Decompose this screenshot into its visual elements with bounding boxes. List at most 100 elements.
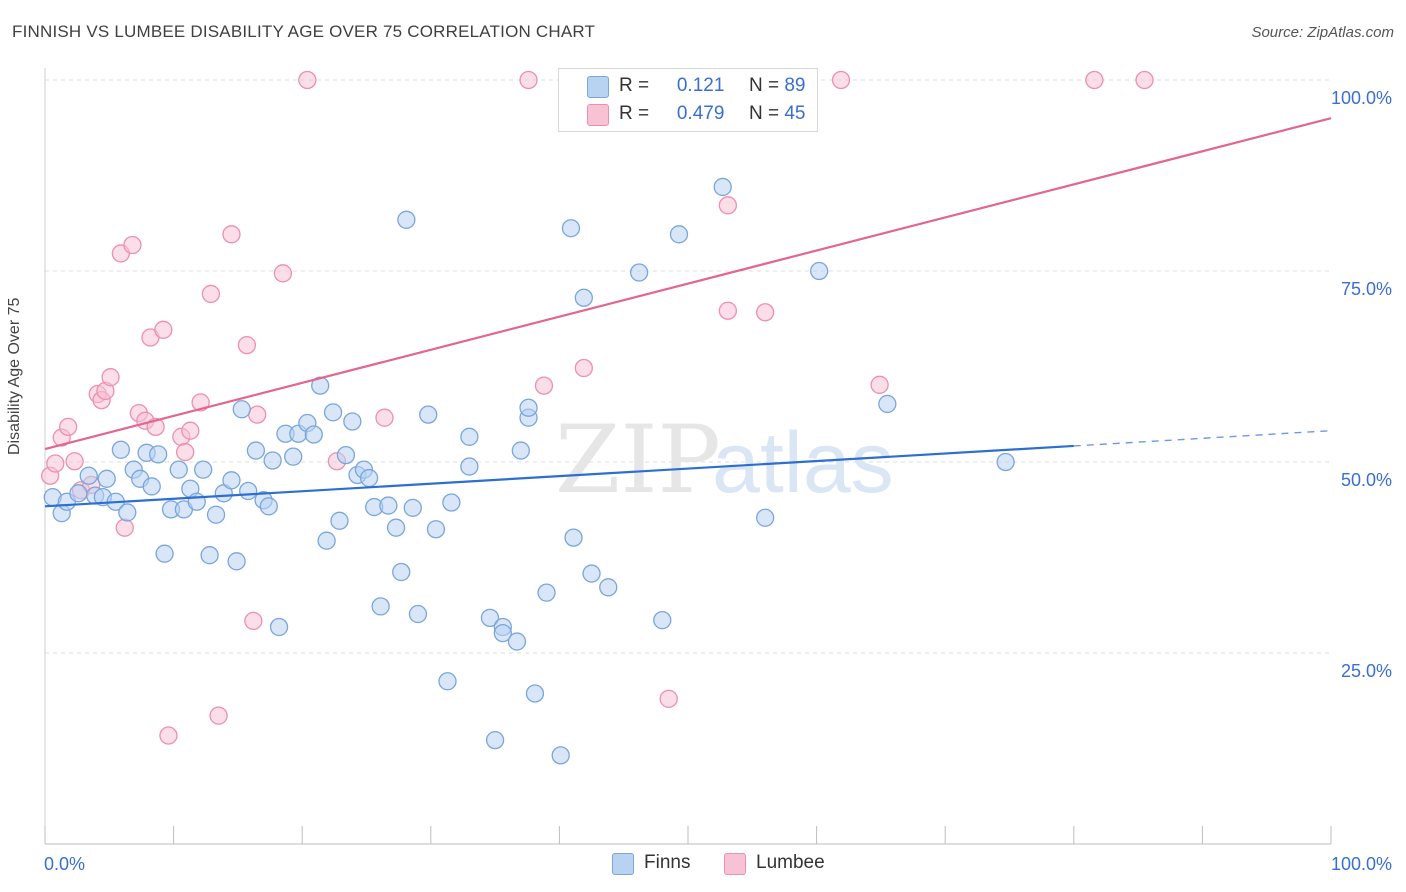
finns-point — [259, 497, 278, 516]
finns-point — [392, 562, 411, 582]
x-tick-label-min: 0.0% — [44, 854, 85, 874]
lumbee-point — [65, 452, 84, 471]
finns-point — [810, 261, 829, 281]
finns-point — [996, 452, 1015, 472]
finns-legend-swatch — [612, 853, 634, 875]
finns-swatch — [587, 76, 609, 98]
finns-r-label: R = — [619, 75, 650, 96]
lumbee-point — [248, 405, 267, 424]
lumbee-point — [1135, 70, 1154, 90]
lumbee-point — [115, 518, 134, 537]
y-tick-label: 100.0% — [1331, 88, 1392, 108]
finns-point — [169, 460, 188, 479]
y-tick-label: 50.0% — [1341, 470, 1392, 490]
finns-point — [69, 484, 88, 503]
finns-point — [149, 445, 168, 464]
lumbee-point — [159, 726, 178, 745]
finns-point — [397, 210, 416, 229]
finns-point — [669, 225, 689, 244]
finns-point — [200, 546, 219, 565]
finns-point — [336, 445, 356, 465]
finns-point — [187, 492, 206, 511]
finns-point — [426, 520, 446, 539]
chart-title: FINNISH VS LUMBEE DISABILITY AGE OVER 75… — [12, 22, 596, 41]
lumbee-point — [237, 335, 257, 355]
axes — [44, 68, 1332, 845]
finns-point — [227, 552, 246, 571]
finns-point — [511, 441, 530, 460]
finns-trend-extension — [1073, 429, 1332, 447]
finns-point — [713, 177, 732, 197]
lumbee-point — [46, 454, 65, 473]
finns-point — [408, 604, 428, 624]
lumbee-swatch — [587, 104, 609, 126]
lumbee-legend-label: Lumbee — [756, 852, 825, 873]
finns-legend-label: Finns — [644, 852, 691, 873]
stats-legend: R = 0.121 N = 89 R = 0.479 N = 45 — [558, 68, 818, 132]
finns-point — [343, 412, 362, 431]
finns-point — [878, 394, 897, 414]
lumbee-point — [181, 421, 200, 440]
finns-point — [460, 427, 479, 446]
finns-trend-line — [44, 444, 1074, 508]
lumbee-point — [201, 284, 221, 304]
finns-point — [323, 403, 343, 422]
lumbee-trend-line — [44, 117, 1332, 451]
tick-labels: 25.0% 50.0% 75.0% 100.0% 0.0% 100.0% — [44, 88, 1392, 874]
x-tick-label-max: 100.0% — [1331, 854, 1392, 874]
watermark: ZIP atlas — [555, 406, 894, 515]
lumbee-point — [101, 368, 120, 387]
lumbee-point — [519, 70, 538, 90]
finns-point — [480, 608, 500, 628]
lumbee-n-value: 45 — [784, 103, 806, 124]
finns-point — [155, 544, 174, 563]
lumbee-point — [222, 225, 241, 244]
lumbee-point — [176, 442, 195, 462]
y-tick-label: 25.0% — [1341, 661, 1392, 681]
finns-point — [629, 263, 649, 282]
finns-point — [239, 481, 258, 501]
finns-point — [371, 597, 390, 616]
finns-point — [460, 457, 479, 476]
lumbee-point — [298, 70, 317, 90]
finns-point — [97, 469, 116, 488]
finns-point — [438, 672, 457, 691]
finns-point — [232, 400, 251, 419]
lumbee-r-value: 0.479 — [676, 103, 725, 124]
finns-points — [43, 177, 1015, 765]
finns-point — [379, 496, 398, 515]
finns-point — [359, 468, 379, 488]
lumbee-point — [244, 611, 263, 631]
finns-point — [284, 447, 303, 466]
lumbee-point — [58, 417, 78, 437]
finns-point — [551, 746, 570, 765]
lumbee-point — [831, 70, 851, 90]
finns-point — [653, 610, 672, 630]
lumbee-point — [191, 393, 210, 412]
finns-point — [493, 623, 512, 643]
series-legend: Finns Lumbee — [0, 850, 1406, 880]
watermark-zip: ZIP — [555, 406, 721, 515]
lumbee-point — [659, 689, 678, 708]
finns-point — [194, 460, 213, 479]
lumbee-point — [534, 376, 554, 395]
lumbee-point — [154, 320, 173, 339]
y-tick-label: 75.0% — [1341, 279, 1392, 299]
lumbee-point — [375, 408, 394, 427]
finns-point — [574, 288, 593, 307]
finns-point — [317, 531, 336, 550]
finns-point — [525, 684, 545, 703]
lumbee-point — [718, 301, 738, 320]
finns-point — [330, 511, 349, 530]
finns-point — [222, 471, 241, 490]
finns-r-value: 0.121 — [676, 75, 725, 96]
finns-point — [442, 493, 461, 512]
finns-point — [111, 440, 131, 459]
finns-point — [485, 730, 505, 750]
finns-n-value: 89 — [784, 75, 806, 96]
lumbee-n-label: N = — [748, 103, 780, 124]
finns-point — [118, 503, 137, 522]
finns-point — [79, 466, 98, 485]
watermark-atlas: atlas — [712, 415, 894, 511]
